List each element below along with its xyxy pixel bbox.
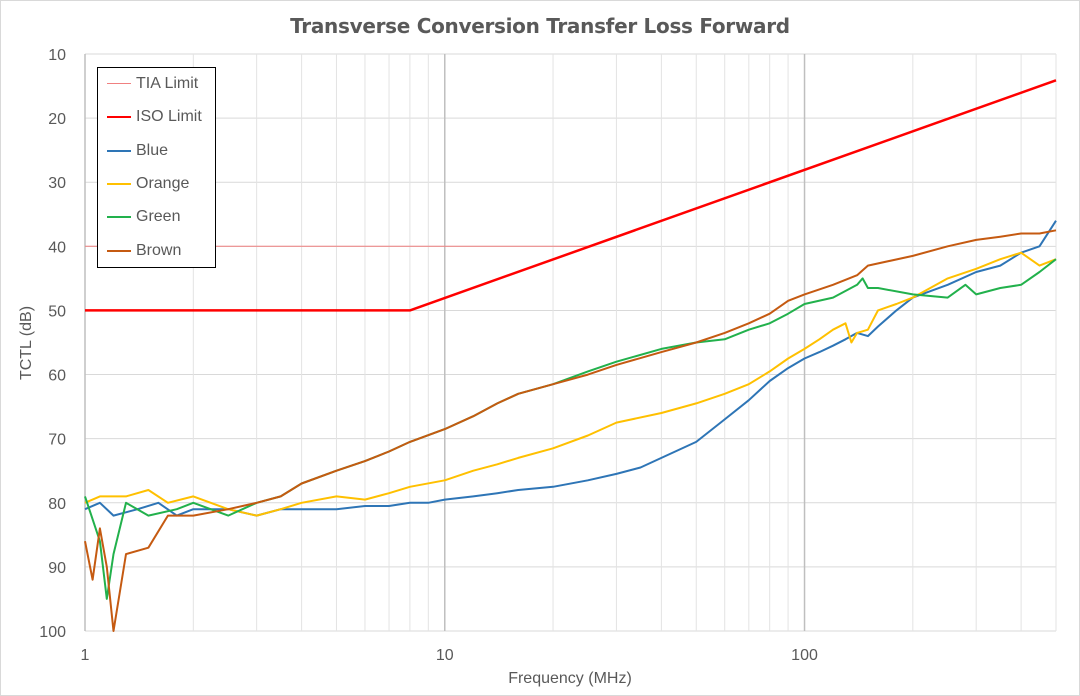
legend-label: ISO Limit: [136, 108, 202, 126]
y-tick-label: 30: [48, 175, 66, 192]
y-tick-label: 70: [48, 432, 66, 449]
series-line-brown: [84, 229, 1057, 632]
x-tick-label: 1: [81, 647, 90, 664]
legend-label: TIA Limit: [136, 75, 199, 92]
y-tick-label: 60: [48, 368, 66, 385]
x-tick-label: 100: [791, 647, 818, 664]
legend-entry-blue: Blue: [98, 141, 216, 161]
legend-label: Blue: [136, 141, 169, 159]
y-tick-label: 50: [48, 303, 66, 320]
legend-entry-brown: Brown: [98, 241, 216, 261]
legend-swatch: [107, 116, 131, 119]
legend-swatch: [107, 216, 131, 219]
legend-swatch: [107, 83, 131, 84]
legend-entry-orange: Orange: [98, 174, 216, 194]
series-line-orange: [84, 251, 1057, 517]
y-tick-label: 10: [48, 47, 66, 64]
x-tick-label: 10: [436, 647, 454, 664]
legend-swatch: [107, 182, 131, 185]
chart-title: Transverse Conversion Transfer Loss Forw…: [290, 14, 790, 38]
series-line-iso-limit: [85, 79, 1057, 312]
y-tick-label: 80: [48, 496, 66, 513]
legend-entry-tia-limit: TIA Limit: [98, 74, 216, 94]
legend-label: Brown: [136, 241, 182, 259]
legend-swatch: [107, 149, 131, 152]
x-axis-label: Frequency (MHz): [508, 670, 632, 687]
legend-label: Green: [136, 208, 181, 226]
legend: TIA Limit ISO Limit Blue Orange Green Brown: [97, 67, 216, 268]
y-axis-label: TCTL (dB): [18, 305, 35, 381]
y-tick-label: 40: [48, 239, 66, 256]
legend-entry-green: Green: [98, 207, 216, 227]
series-line-green: [84, 258, 1057, 600]
series-line-blue: [84, 220, 1057, 517]
y-tick-label: 20: [48, 111, 66, 128]
legend-label: Orange: [136, 174, 190, 192]
legend-entry-iso-limit: ISO Limit: [98, 107, 216, 127]
y-tick-label: 90: [48, 560, 66, 577]
grid-layer: [84, 53, 1057, 632]
series-layer: [84, 79, 1057, 632]
legend-swatch: [107, 249, 131, 252]
y-tick-label: 100: [39, 624, 66, 641]
